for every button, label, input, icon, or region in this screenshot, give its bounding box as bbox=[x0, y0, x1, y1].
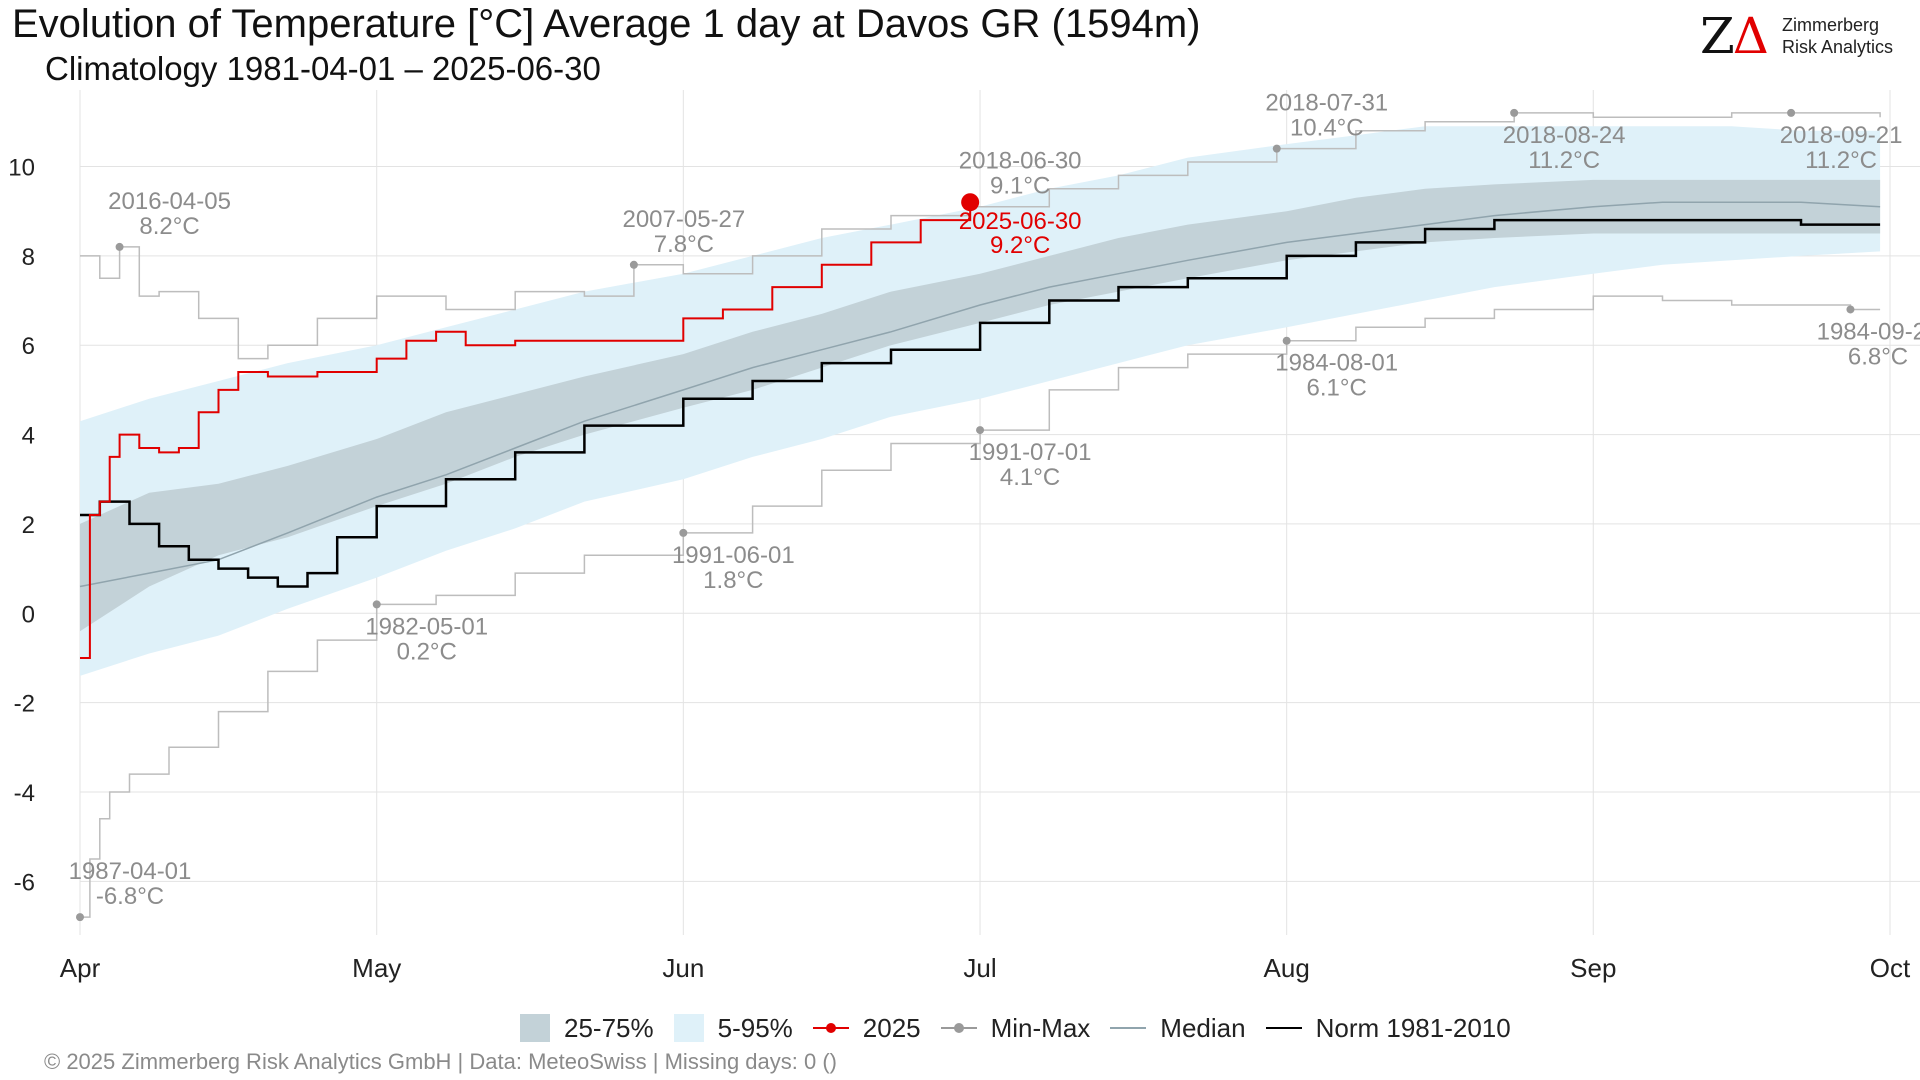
annotation-date: 2018-08-24 bbox=[1503, 122, 1626, 149]
y-tick-label: 8 bbox=[22, 244, 35, 271]
extreme-point bbox=[976, 426, 985, 435]
extreme-point bbox=[76, 913, 84, 922]
min-line bbox=[80, 295, 1881, 918]
series-line bbox=[80, 202, 972, 659]
annotation-value: 8.2°C bbox=[139, 213, 199, 240]
company-logo: ZΔ Zimmerberg Risk Analytics bbox=[1700, 6, 1910, 66]
legend-swatch-p90 bbox=[673, 1014, 704, 1042]
legend-swatch-norm bbox=[1265, 1014, 1302, 1042]
x-tick-label: Jun bbox=[662, 953, 704, 983]
y-tick-label: -4 bbox=[14, 780, 35, 807]
footer-credits: © 2025 Zimmerberg Risk Analytics GmbH | … bbox=[44, 1049, 837, 1074]
extreme-point bbox=[629, 260, 638, 269]
logo-line-2: Risk Analytics bbox=[1782, 37, 1894, 57]
chart-subtitle: Climatology 1981-04-01 – 2025-06-30 bbox=[45, 50, 601, 87]
x-tick-label: Jul bbox=[963, 953, 996, 983]
legend-label-iqr: 25-75% bbox=[564, 1012, 654, 1043]
logo-delta: Δ bbox=[1732, 7, 1769, 65]
logo-text: Zimmerberg Risk Analytics bbox=[1782, 14, 1893, 58]
legend-label-minmax: Min-Max bbox=[990, 1012, 1091, 1043]
x-tick-label: Aug bbox=[1264, 953, 1310, 983]
annotation-value: 11.2°C bbox=[1528, 147, 1600, 174]
annotation-date: 2018-09-21 bbox=[1780, 122, 1903, 149]
extreme-point bbox=[372, 600, 381, 609]
annotation-value: 6.8°C bbox=[1848, 343, 1908, 370]
band-25-75 bbox=[80, 179, 1881, 632]
extreme-point bbox=[115, 242, 124, 251]
extreme-point bbox=[1846, 305, 1855, 314]
extreme-point bbox=[1272, 144, 1281, 153]
x-tick-label: Sep bbox=[1570, 953, 1616, 983]
annotation-value: 9.1°C bbox=[990, 173, 1050, 200]
legend-item-p90: 5-95% bbox=[673, 1012, 793, 1044]
legend-item-minmax: Min-Max bbox=[940, 1012, 1091, 1044]
extreme-point bbox=[679, 528, 688, 537]
annotation-value: 11.2°C bbox=[1805, 147, 1877, 174]
legend-item-norm: Norm 1981-2010 bbox=[1265, 1012, 1511, 1044]
annotation-date: 1987-04-01 bbox=[69, 858, 192, 885]
extreme-point bbox=[1510, 108, 1519, 117]
annotation-value: -6.8°C bbox=[96, 883, 164, 910]
x-tick-label: May bbox=[352, 953, 401, 983]
x-tick-label: Oct bbox=[1870, 953, 1911, 983]
annotation-date: 1991-06-01 bbox=[672, 542, 795, 569]
legend-swatch-minmax bbox=[940, 1014, 977, 1042]
band-5-95 bbox=[80, 126, 1881, 676]
chart-legend: 25-75% 5-95% 2025 Min-Max Median Norm 19… bbox=[520, 1012, 1531, 1044]
y-tick-label: 6 bbox=[22, 333, 35, 360]
y-tick-label: 4 bbox=[22, 423, 35, 450]
y-tick-label: 10 bbox=[8, 154, 35, 181]
legend-label-2025: 2025 bbox=[862, 1012, 921, 1043]
x-tick-label: Apr bbox=[60, 953, 101, 983]
legend-item-2025: 2025 bbox=[812, 1012, 921, 1044]
annotation-value: 7.8°C bbox=[654, 231, 714, 258]
legend-item-iqr: 25-75% bbox=[520, 1013, 654, 1044]
annotation-date: 2025-06-30 bbox=[959, 208, 1082, 235]
extreme-point bbox=[1787, 108, 1796, 117]
annotation-date: 2016-04-05 bbox=[108, 188, 231, 215]
legend-label-median: Median bbox=[1160, 1012, 1246, 1043]
annotation-value: 0.2°C bbox=[397, 638, 457, 665]
annotation-date: 2018-06-30 bbox=[959, 148, 1082, 175]
legend-item-median: Median bbox=[1110, 1012, 1246, 1044]
logo-line-1: Zimmerberg bbox=[1782, 15, 1880, 35]
chart-title: Evolution of Temperature [°C] Average 1 … bbox=[12, 2, 1201, 46]
y-tick-label: -2 bbox=[14, 691, 35, 718]
extreme-point bbox=[1282, 336, 1291, 345]
logo-letter-z: Z bbox=[1700, 7, 1735, 65]
max-line bbox=[80, 112, 1881, 360]
annotation-date: 2007-05-27 bbox=[622, 206, 745, 233]
annotation-value: 10.4°C bbox=[1290, 115, 1364, 142]
legend-swatch-2025 bbox=[812, 1014, 849, 1042]
annotation-date: 1984-09-27 bbox=[1817, 318, 1920, 345]
logo-mark: ZΔ bbox=[1700, 6, 1769, 66]
y-tick-label: 0 bbox=[22, 601, 35, 628]
series-line bbox=[80, 218, 1881, 588]
annotation-value: 4.1°C bbox=[1000, 464, 1060, 491]
annotation-date: 1991-07-01 bbox=[969, 439, 1092, 466]
annotation-value: 9.2°C bbox=[990, 232, 1050, 259]
annotation-value: 6.1°C bbox=[1307, 375, 1367, 402]
annotation-date: 2018-07-31 bbox=[1265, 90, 1388, 117]
legend-label-norm: Norm 1981-2010 bbox=[1315, 1012, 1511, 1043]
legend-label-p90: 5-95% bbox=[717, 1012, 793, 1043]
current-point bbox=[961, 193, 980, 212]
legend-swatch-iqr bbox=[520, 1014, 550, 1042]
y-tick-label: -6 bbox=[14, 869, 35, 896]
legend-swatch-median bbox=[1110, 1014, 1147, 1042]
annotation-date: 1984-08-01 bbox=[1275, 350, 1398, 377]
series-line bbox=[79, 201, 1881, 588]
y-tick-label: 2 bbox=[22, 512, 35, 539]
temperature-chart: -6 -4 -2 0 2 4 6 8 10 Apr May Jun Jul Aug Sep Oct 2016-0… bbox=[8, 90, 1920, 983]
annotation-date: 1982-05-01 bbox=[365, 613, 488, 640]
annotation-value: 1.8°C bbox=[703, 567, 763, 594]
